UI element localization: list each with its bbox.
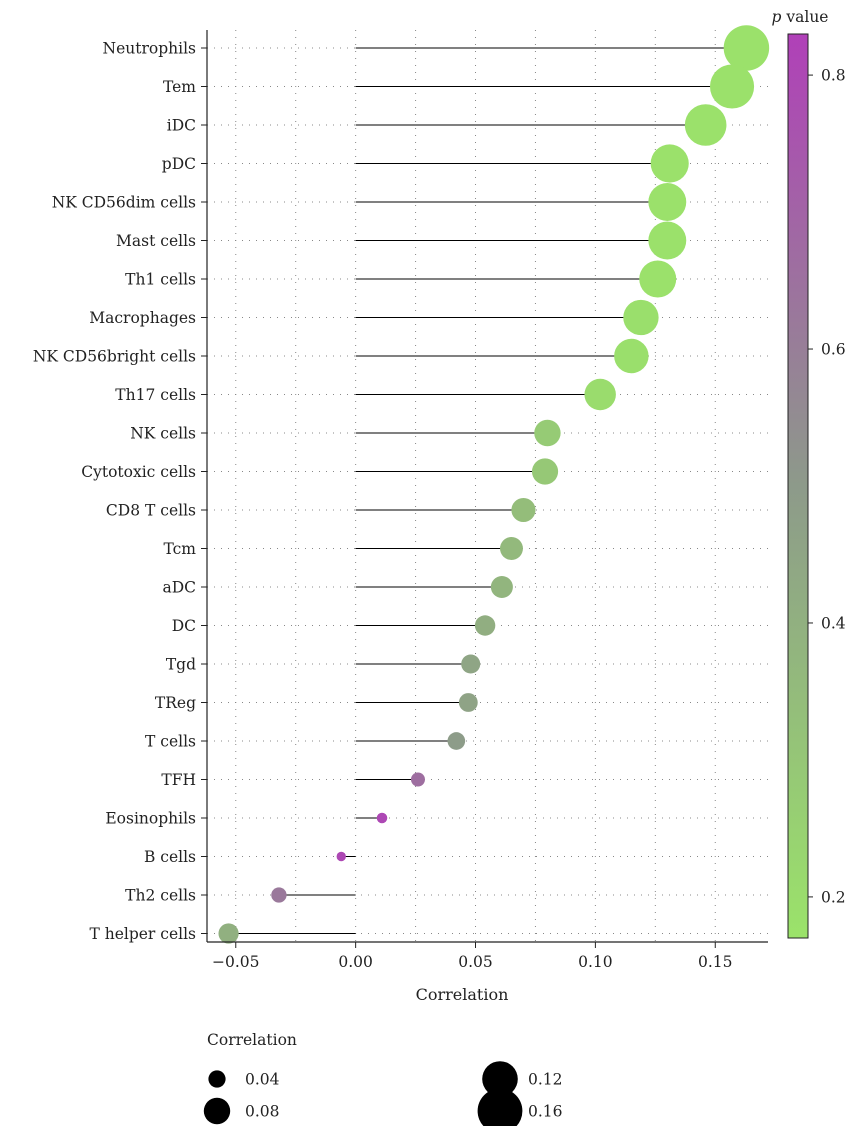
size-legend-dot: [477, 1088, 523, 1126]
axes: [201, 30, 768, 948]
x-tick-label: −0.05: [212, 953, 260, 971]
colorbar-tick-label: 0.8: [821, 67, 846, 85]
dot-5: [648, 183, 687, 221]
x-tick-labels: −0.05 0.00 0.05 0.10 0.15: [212, 953, 732, 971]
y-tick-label: iDC: [167, 117, 196, 135]
size-legend-dot: [208, 1070, 226, 1088]
y-tick-label: Eosinophils: [105, 810, 196, 828]
y-tick-label: T cells: [145, 733, 196, 751]
dot-22: [336, 851, 346, 862]
y-tick-label: NK CD56bright cells: [33, 348, 196, 366]
y-tick-label: T helper cells: [89, 925, 196, 943]
dot-1: [723, 25, 770, 71]
colorbar-tick-label: 0.4: [821, 614, 846, 632]
size-legend-label: 0.04: [245, 1071, 280, 1089]
y-tick-label: aDC: [162, 579, 196, 597]
dot-14: [499, 537, 523, 560]
x-tick-label: 0.15: [698, 953, 733, 971]
dot-6: [648, 221, 687, 260]
colorbar-tick-label: 0.2: [821, 888, 846, 906]
y-tick-label: NK CD56dim cells: [52, 194, 196, 212]
y-tick-label: Cytotoxic cells: [81, 463, 196, 481]
dot-18: [458, 693, 478, 712]
y-tick-label: Tem: [163, 78, 196, 96]
y-tick-label: TFH: [161, 771, 196, 789]
y-tick-label: Th17 cells: [115, 386, 196, 404]
colorbar-title-rest: value: [781, 8, 828, 26]
y-tick-label: B cells: [144, 848, 196, 866]
dot-20: [410, 772, 425, 787]
x-tick-label: 0.05: [458, 953, 493, 971]
size-legend-label: 0.12: [528, 1071, 563, 1089]
stems: [228, 47, 747, 934]
dot-7: [639, 260, 677, 298]
y-tick-label: Tcm: [163, 540, 196, 558]
x-tick-label: 0.00: [338, 953, 373, 971]
dot-16: [474, 615, 496, 636]
dot-19: [447, 732, 466, 750]
dot-13: [511, 497, 536, 523]
size-legend: Correlation 0.04 0.12 0.08 0.16: [203, 1031, 563, 1126]
dot-2: [709, 64, 755, 109]
dot-23: [271, 887, 287, 903]
colorbar-title-italic: p: [772, 8, 782, 26]
dot-10: [584, 378, 616, 411]
y-tick-label: CD8 T cells: [106, 502, 196, 520]
colorbar-gradient: [787, 33, 809, 939]
x-axis-label: Correlation: [416, 985, 509, 1004]
y-tick-label: TReg: [155, 694, 196, 712]
dot-4: [650, 144, 689, 183]
y-tick-label: Th1 cells: [125, 271, 196, 289]
size-legend-label: 0.08: [245, 1103, 280, 1121]
dot-3: [684, 104, 727, 146]
dot-11: [534, 419, 561, 447]
size-legend-title: Correlation: [207, 1031, 297, 1049]
y-tick-label: Tgd: [166, 656, 196, 674]
size-legend-dot: [203, 1097, 231, 1125]
dot-8: [623, 299, 659, 336]
colorbar-tick-label: 0.6: [821, 341, 846, 359]
y-tick-labels: Neutrophils Tem iDC pDC NK CD56dim cells Mast…: [33, 40, 196, 944]
y-tick-label: DC: [172, 617, 196, 635]
y-tick-label: NK cells: [130, 425, 196, 443]
dot-9: [614, 338, 649, 374]
dot-12: [531, 458, 559, 485]
size-legend-dot: [482, 1061, 518, 1097]
dots: [218, 25, 770, 944]
p-value-colorbar: 0.2 0.4 0.6 0.8 p value: [772, 8, 846, 939]
colorbar-title: p value: [772, 8, 829, 26]
y-tick-label: Neutrophils: [103, 40, 197, 58]
y-tick-label: Th2 cells: [125, 887, 196, 905]
size-legend-label: 0.16: [528, 1103, 563, 1121]
dot-21: [376, 812, 388, 824]
y-tick-label: pDC: [162, 155, 196, 173]
dot-17: [461, 654, 481, 674]
dot-15: [490, 575, 513, 599]
y-tick-label: Macrophages: [89, 309, 196, 327]
y-tick-label: Mast cells: [116, 232, 196, 250]
dot-24: [218, 923, 239, 944]
x-tick-label: 0.10: [578, 953, 613, 971]
